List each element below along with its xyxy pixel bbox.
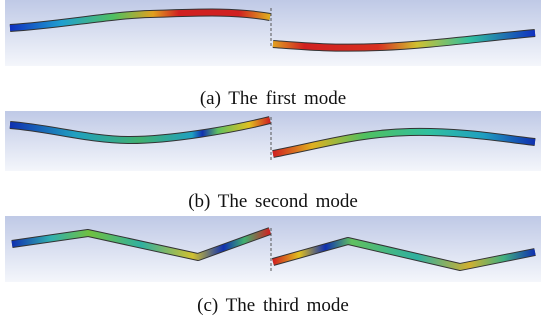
caption: (b) The second mode	[188, 191, 358, 212]
panel	[5, 216, 541, 282]
caption: (c) The third mode	[197, 295, 349, 316]
panel	[5, 111, 541, 171]
figure: (a) The first mode (b) The second mode (…	[0, 0, 546, 321]
panel	[5, 0, 541, 66]
caption: (a) The first mode	[200, 88, 346, 109]
